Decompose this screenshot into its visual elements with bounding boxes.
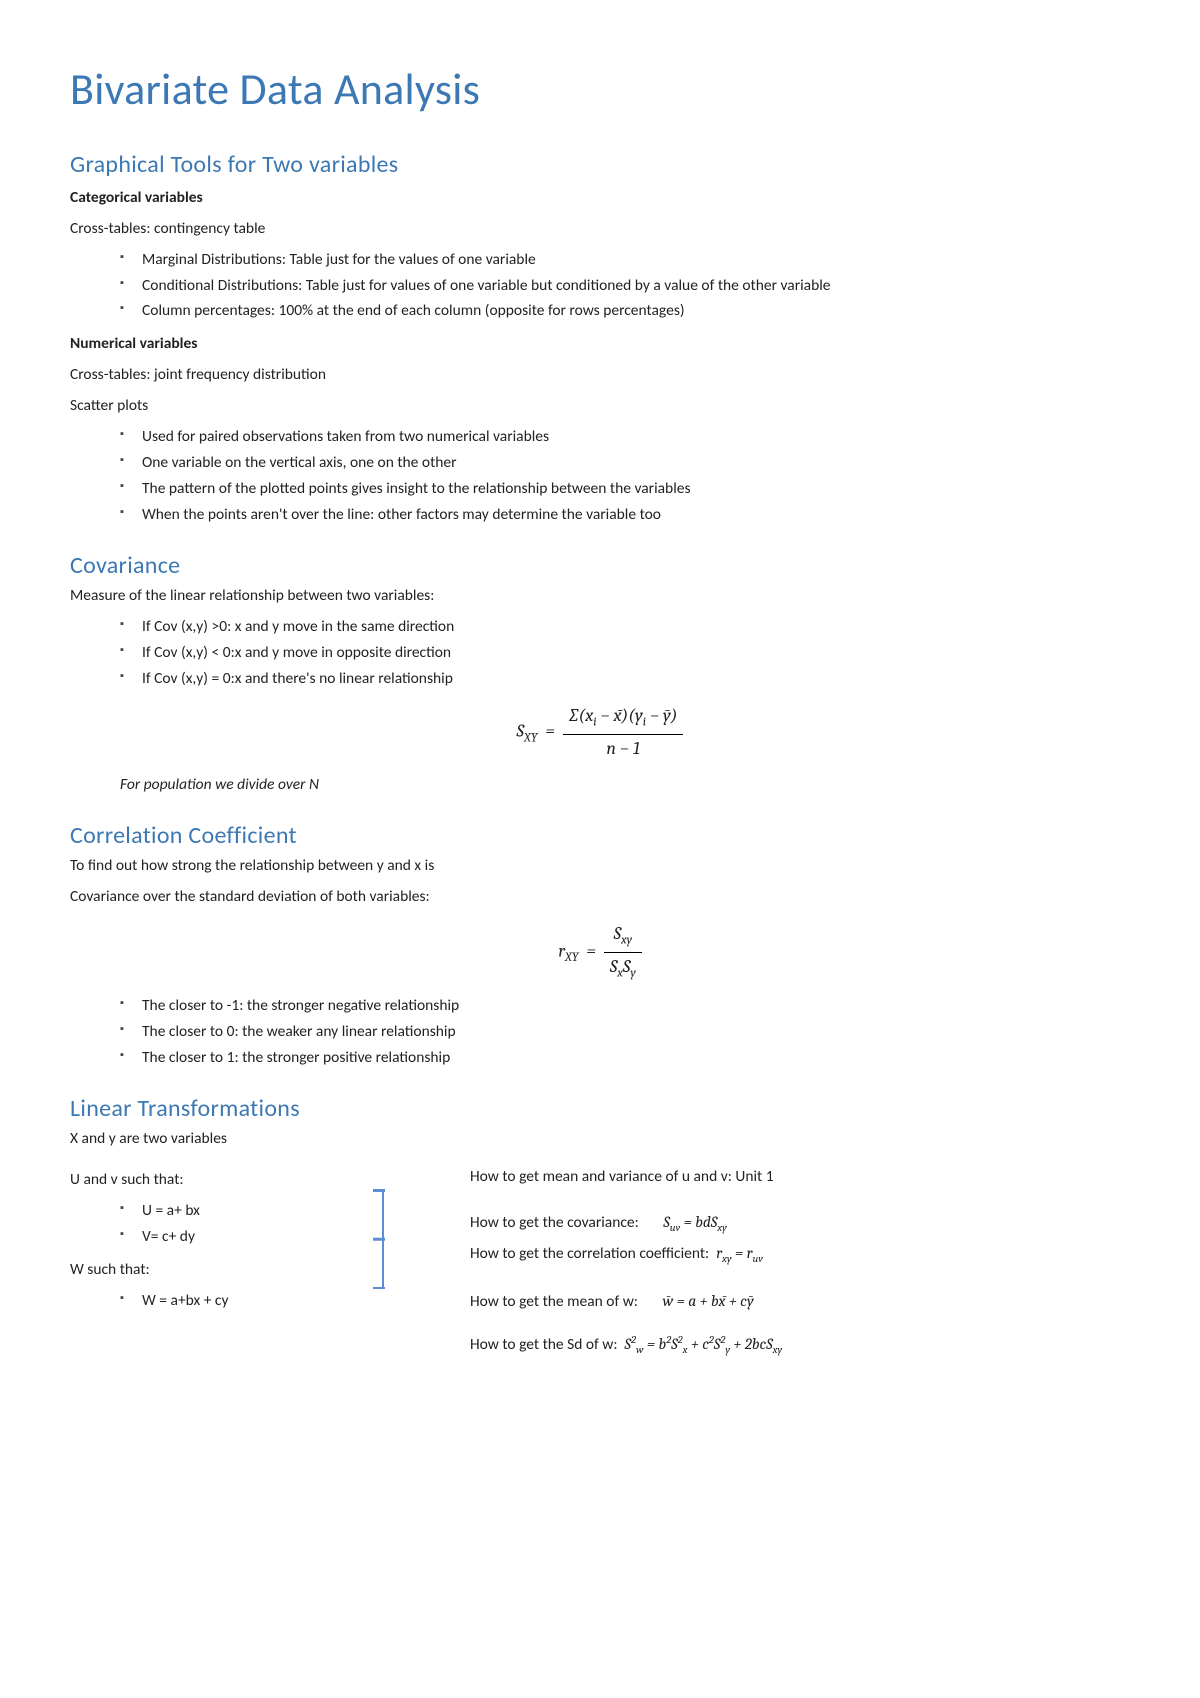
scatter-label: Scatter plots xyxy=(70,396,1130,417)
list-item: Marginal Distributions: Table just for t… xyxy=(120,250,1130,271)
list-item: Column percentages: 100% at the end of e… xyxy=(120,301,1130,322)
num-intro: Cross-tables: joint frequency distributi… xyxy=(70,365,1130,386)
section-heading-graphical: Graphical Tools for Two variables xyxy=(70,149,1130,181)
list-item: V= c+ dy xyxy=(120,1227,360,1248)
cross-tables-intro: Cross-tables: contingency table xyxy=(70,219,1130,240)
right-line-2: How to get the covariance: Suv = bdSxy xyxy=(470,1212,1130,1236)
section-heading-correlation: Correlation Coefficient xyxy=(70,820,1130,852)
list-item: Used for paired observations taken from … xyxy=(120,427,1130,448)
correlation-intro: To find out how strong the relationship … xyxy=(70,856,1130,877)
list-item: If Cov (x,y) >0: x and y move in the sam… xyxy=(120,617,1130,638)
bracket-divider xyxy=(360,1160,390,1364)
correlation-formula: rXY = Sxy SxSy xyxy=(70,922,1130,982)
section-heading-covariance: Covariance xyxy=(70,550,1130,582)
uv-list: U = a+ bx V= c+ dy xyxy=(120,1201,360,1248)
linear-right-column: How to get mean and variance of u and v:… xyxy=(390,1160,1130,1364)
linear-left-column: U and v such that: U = a+ bx V= c+ dy W … xyxy=(70,1160,360,1364)
num-variables-label: Numerical variables xyxy=(70,334,1130,355)
list-item: W = a+bx + cy xyxy=(120,1291,360,1312)
list-item: Conditional Distributions: Table just fo… xyxy=(120,276,1130,297)
right-line-4: How to get the mean of w: w̄ = a + bx̄ +… xyxy=(470,1291,1130,1313)
list-item: The closer to 1: the stronger positive r… xyxy=(120,1048,1130,1069)
cat-list: Marginal Distributions: Table just for t… xyxy=(120,250,1130,323)
list-item: If Cov (x,y) = 0:x and there's no linear… xyxy=(120,669,1130,690)
right-line-3: How to get the correlation coefficient: … xyxy=(470,1243,1130,1267)
uv-label: U and v such that: xyxy=(70,1170,360,1191)
cat-variables-label: Categorical variables xyxy=(70,188,1130,209)
page-title: Bivariate Data Analysis xyxy=(70,60,1130,119)
list-item: If Cov (x,y) < 0:x and y move in opposit… xyxy=(120,643,1130,664)
right-line-5: How to get the Sd of w: S2w = b2S2x + c2… xyxy=(470,1333,1130,1358)
correlation-list: The closer to -1: the stronger negative … xyxy=(120,996,1130,1069)
list-item: The closer to 0: the weaker any linear r… xyxy=(120,1022,1130,1043)
correlation-sub: Covariance over the standard deviation o… xyxy=(70,887,1130,908)
list-item: The closer to -1: the stronger negative … xyxy=(120,996,1130,1017)
list-item: When the points aren't over the line: ot… xyxy=(120,505,1130,526)
w-list: W = a+bx + cy xyxy=(120,1291,360,1312)
w-label: W such that: xyxy=(70,1260,360,1281)
linear-intro: X and y are two variables xyxy=(70,1129,1130,1150)
list-item: One variable on the vertical axis, one o… xyxy=(120,453,1130,474)
section-heading-linear: Linear Transformations xyxy=(70,1093,1130,1125)
covariance-intro: Measure of the linear relationship betwe… xyxy=(70,586,1130,607)
scatter-list: Used for paired observations taken from … xyxy=(120,427,1130,526)
covariance-list: If Cov (x,y) >0: x and y move in the sam… xyxy=(120,617,1130,690)
list-item: The pattern of the plotted points gives … xyxy=(120,479,1130,500)
right-line-1: How to get mean and variance of u and v:… xyxy=(470,1167,1130,1188)
covariance-note: For population we divide over N xyxy=(120,775,1130,796)
linear-two-column: U and v such that: U = a+ bx V= c+ dy W … xyxy=(70,1160,1130,1364)
list-item: U = a+ bx xyxy=(120,1201,360,1222)
covariance-formula: SXY = ∑(xi − x̄)(yi − ȳ) n − 1 xyxy=(70,704,1130,761)
